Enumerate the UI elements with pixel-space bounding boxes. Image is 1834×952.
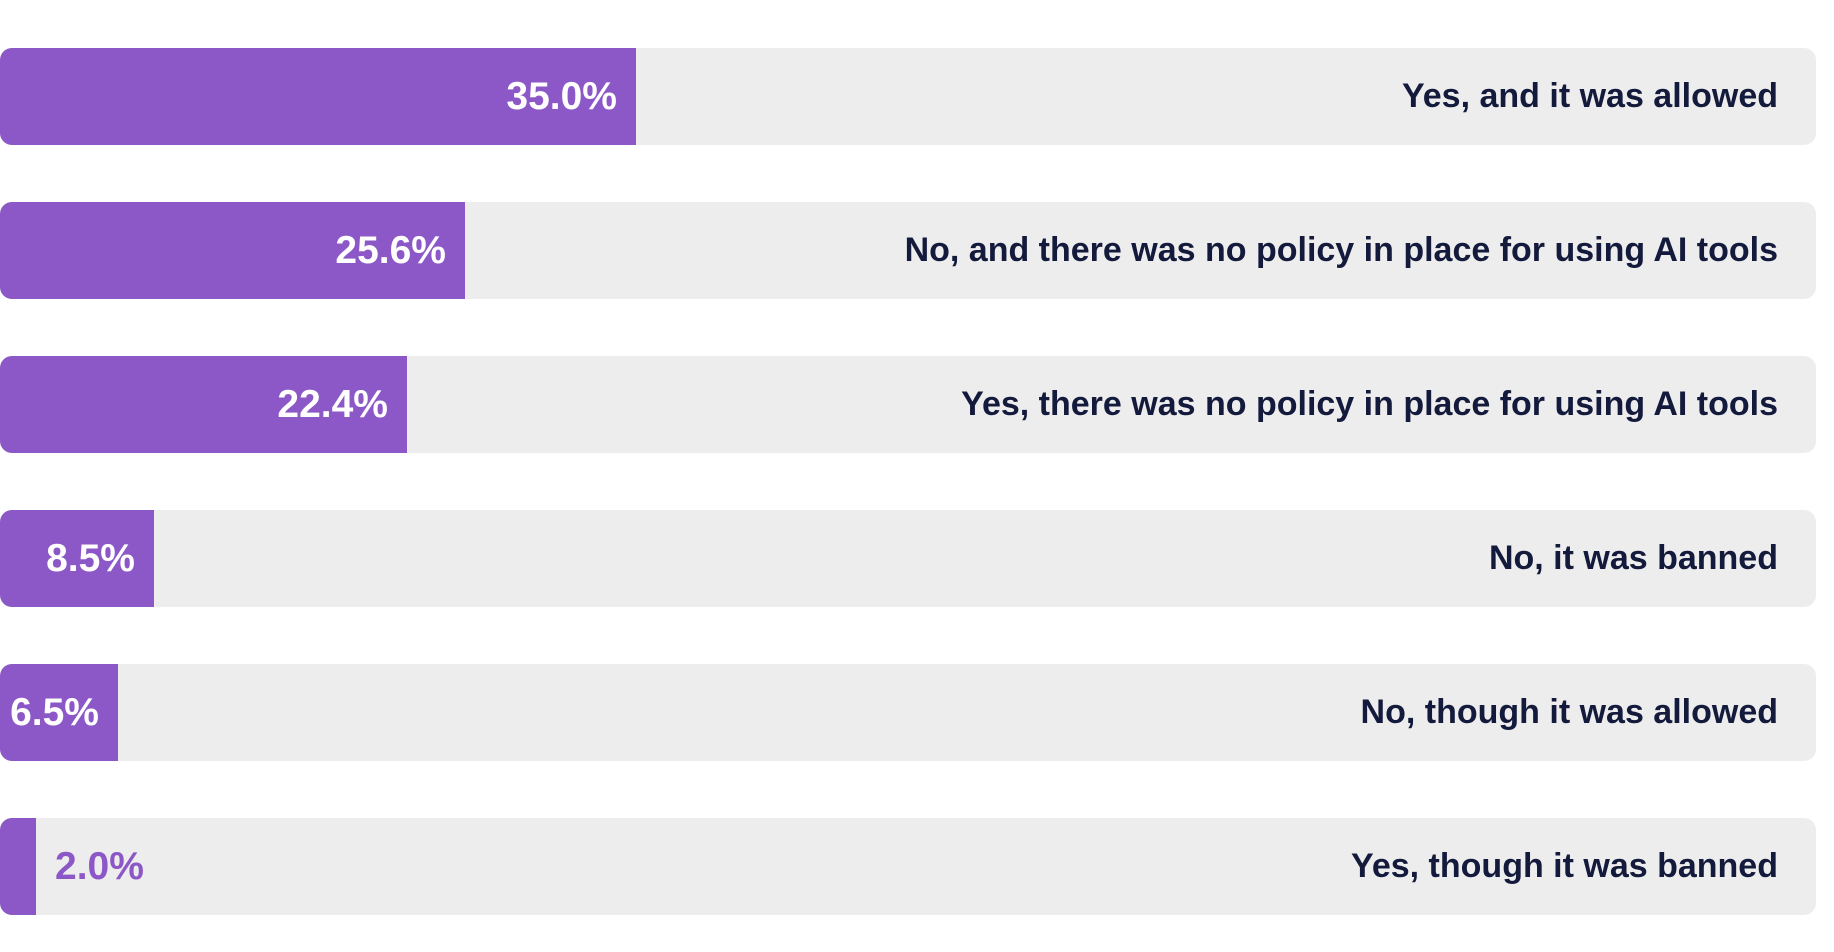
category-label: Yes, and it was allowed: [1401, 77, 1778, 115]
bar-row: 8.5% No, it was banned: [0, 510, 1816, 607]
bar: [0, 356, 407, 453]
bar: [0, 664, 118, 761]
category-label: Yes, though it was banned: [1351, 847, 1778, 885]
bar-row: 25.6% No, and there was no policy in plac…: [0, 202, 1816, 299]
category-label: Yes, there was no policy in place for us…: [961, 385, 1778, 423]
bar: [0, 510, 154, 607]
bar-value-label: 6.5%: [10, 691, 99, 734]
category-label: No, though it was allowed: [1360, 693, 1778, 731]
bar-row: 22.4% Yes, there was no policy in place f…: [0, 356, 1816, 453]
bar-value-label: 22.4%: [277, 383, 388, 426]
bar-row: 35.0% Yes, and it was allowed: [0, 48, 1816, 145]
bar-row: 2.0% Yes, though it was banned: [0, 818, 1816, 915]
bar-row: 6.5% No, though it was allowed: [0, 664, 1816, 761]
bar: [0, 48, 636, 145]
category-label: No, it was banned: [1488, 539, 1778, 577]
bar-value-label: 2.0%: [55, 845, 144, 888]
bar: [0, 202, 465, 299]
category-label: No, and there was no policy in place for…: [904, 231, 1778, 269]
bar: [0, 818, 36, 915]
bar-value-label: 8.5%: [46, 537, 135, 580]
bar-value-label: 35.0%: [506, 75, 617, 118]
bar-value-label: 25.6%: [335, 229, 446, 272]
